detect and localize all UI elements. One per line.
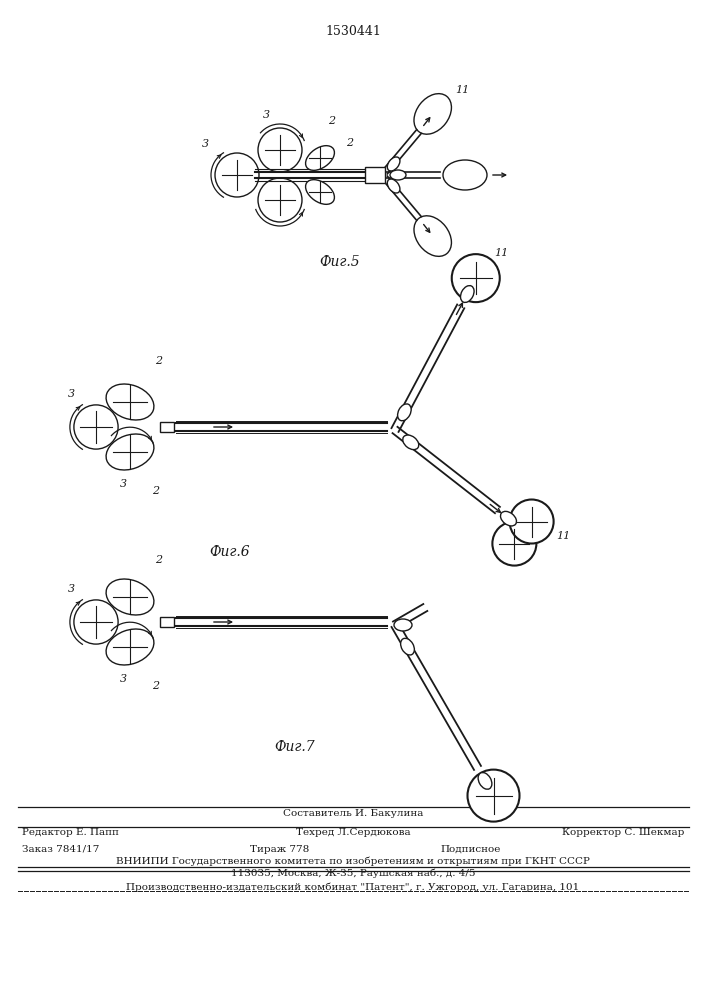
Ellipse shape	[467, 770, 520, 822]
Text: ВНИИПИ Государственного комитета по изобретениям и открытиям при ГКНТ СССР: ВНИИПИ Государственного комитета по изоб…	[116, 857, 590, 866]
Text: Подписное: Подписное	[440, 845, 501, 854]
Ellipse shape	[74, 600, 118, 644]
Text: 3: 3	[120, 479, 127, 489]
Ellipse shape	[215, 153, 259, 197]
Text: 2: 2	[152, 681, 159, 691]
Text: 3: 3	[68, 389, 75, 399]
Ellipse shape	[106, 434, 154, 470]
Text: Тираж 778: Тираж 778	[250, 845, 309, 854]
Ellipse shape	[401, 638, 414, 655]
Ellipse shape	[452, 254, 500, 302]
Text: Редактор Е. Папп: Редактор Е. Папп	[22, 828, 119, 837]
Ellipse shape	[397, 404, 411, 421]
Text: Заказ 7841/17: Заказ 7841/17	[22, 845, 100, 854]
Text: 2: 2	[329, 116, 336, 126]
Ellipse shape	[403, 435, 419, 450]
Ellipse shape	[305, 146, 334, 170]
Text: 11: 11	[493, 248, 508, 258]
Text: 11: 11	[556, 531, 570, 541]
Bar	[160, 617, 174, 627]
Ellipse shape	[258, 178, 302, 222]
Ellipse shape	[258, 128, 302, 172]
Ellipse shape	[106, 579, 154, 615]
Text: Техред Л.Сердюкова: Техред Л.Сердюкова	[296, 828, 410, 837]
Ellipse shape	[492, 522, 537, 566]
Text: Составитель И. Бакулина: Составитель И. Бакулина	[283, 809, 423, 818]
Ellipse shape	[390, 170, 406, 180]
Ellipse shape	[460, 286, 474, 302]
Text: 113035, Москва, Ж-35, Раушская наб., д. 4/5: 113035, Москва, Ж-35, Раушская наб., д. …	[230, 868, 475, 878]
Ellipse shape	[305, 180, 334, 204]
Ellipse shape	[106, 384, 154, 420]
Text: Фиг.5: Фиг.5	[320, 255, 361, 269]
Text: 2: 2	[155, 356, 162, 366]
Text: 2: 2	[152, 486, 159, 496]
Ellipse shape	[387, 179, 400, 193]
Text: 3: 3	[201, 139, 209, 149]
Text: 3: 3	[68, 584, 75, 594]
Text: 3: 3	[120, 674, 127, 684]
Ellipse shape	[74, 405, 118, 449]
Text: 2: 2	[155, 555, 162, 565]
Ellipse shape	[106, 629, 154, 665]
Ellipse shape	[414, 216, 452, 256]
Text: Фиг.6: Фиг.6	[210, 545, 250, 559]
Ellipse shape	[394, 619, 412, 631]
Ellipse shape	[387, 157, 400, 171]
Bar	[160, 422, 174, 432]
Ellipse shape	[414, 94, 452, 134]
Ellipse shape	[510, 500, 554, 544]
Text: 3: 3	[262, 110, 269, 120]
Ellipse shape	[443, 160, 487, 190]
Ellipse shape	[501, 511, 517, 526]
Bar	[365, 167, 385, 183]
Text: 1530441: 1530441	[325, 25, 381, 38]
Text: 2: 2	[346, 138, 354, 148]
Text: Корректор С. Шекмар: Корректор С. Шекмар	[561, 828, 684, 837]
Ellipse shape	[478, 773, 492, 789]
Text: Производственно-издательский комбинат "Патент", г. Ужгород, ул. Гагарина, 101: Производственно-издательский комбинат "П…	[127, 882, 580, 892]
Text: Фиг.7: Фиг.7	[275, 740, 315, 754]
Text: 11: 11	[455, 85, 469, 95]
